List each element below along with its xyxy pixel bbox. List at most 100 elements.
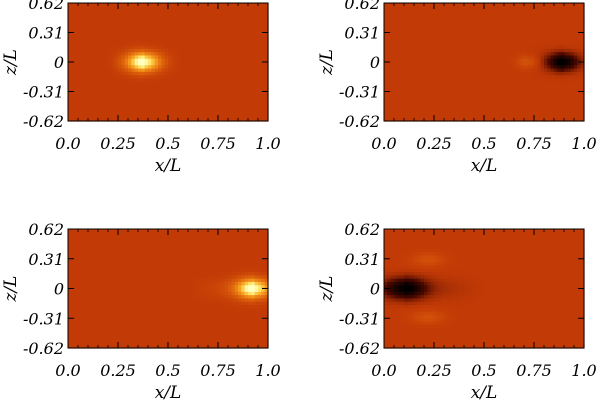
heatmap-cell [494, 58, 498, 63]
heatmap-cell [71, 68, 76, 73]
heatmap-cell [148, 3, 152, 7]
heatmap-cell [497, 62, 502, 66]
heatmap-cell [121, 32, 126, 37]
heatmap-cell [151, 52, 156, 57]
heatmap-cell [131, 71, 136, 76]
heatmap-cell [118, 9, 122, 14]
heatmap-cell [101, 22, 106, 27]
heatmap-cell [464, 91, 468, 96]
heatmap-cell [387, 81, 392, 86]
heatmap-cell [184, 45, 189, 50]
heatmap-cell [470, 75, 475, 79]
heatmap-cell [164, 91, 169, 96]
heatmap-cell [194, 71, 199, 76]
heatmap-cell [114, 252, 119, 257]
heatmap-cell [114, 242, 119, 247]
heatmap-cell [387, 19, 392, 24]
heatmap-cell [181, 9, 186, 14]
heatmap-cell [178, 22, 182, 27]
heatmap-cell [94, 252, 99, 257]
heatmap-cell [78, 42, 82, 47]
heatmap-cell [191, 114, 196, 119]
heatmap-cell [84, 32, 89, 37]
heatmap-cell [94, 91, 99, 96]
heatmap-cell [234, 48, 239, 53]
heatmap-cell [547, 62, 552, 66]
heatmap-cell [171, 75, 176, 79]
heatmap-cell [74, 111, 79, 116]
heatmap-cell [490, 19, 495, 24]
heatmap-cell [424, 75, 428, 79]
heatmap-cell [510, 58, 515, 63]
heatmap-cell [108, 19, 112, 24]
heatmap-cell [184, 29, 189, 34]
heatmap-cell [544, 45, 548, 50]
heatmap-cell [447, 101, 452, 106]
heatmap-cell [164, 101, 169, 106]
heatmap-cell [557, 94, 562, 99]
heatmap-cell [134, 45, 139, 50]
heatmap-cell [430, 39, 435, 43]
heatmap-cell [450, 29, 455, 34]
heatmap-cell [540, 107, 545, 112]
heatmap-cell [577, 35, 582, 40]
heatmap-cell [201, 78, 206, 83]
heatmap-cell [151, 101, 156, 106]
heatmap-cell [111, 308, 116, 313]
heatmap-cell [221, 81, 226, 86]
heatmap-cell [134, 117, 139, 122]
heatmap-cell [414, 45, 418, 50]
heatmap-cell [517, 48, 522, 53]
heatmap-cell [218, 84, 222, 89]
heatmap-cell [407, 45, 412, 50]
heatmap-cell [84, 301, 89, 306]
heatmap-cell [450, 12, 455, 17]
heatmap-cell [480, 78, 485, 83]
heatmap-cell [477, 62, 482, 66]
heatmap-cell [560, 68, 565, 73]
heatmap-cell [241, 35, 246, 40]
heatmap-cell [111, 281, 116, 286]
heatmap-cell [427, 12, 432, 17]
heatmap-cell [510, 65, 515, 70]
heatmap-cell [174, 35, 179, 40]
heatmap-cell [194, 3, 199, 7]
heatmap-cell [494, 42, 498, 47]
heatmap-cell [218, 75, 222, 79]
heatmap-cell [457, 107, 462, 112]
heatmap-cell [414, 68, 418, 73]
heatmap-cell [81, 321, 86, 326]
heatmap-cell [161, 71, 166, 76]
heatmap-cell [121, 45, 126, 50]
heatmap-cell [251, 98, 256, 102]
heatmap-cell [387, 48, 392, 53]
heatmap-cell [400, 75, 405, 79]
heatmap-cell [98, 301, 102, 306]
heatmap-cell [138, 94, 142, 99]
heatmap-cell [178, 32, 182, 37]
heatmap-cell [454, 9, 458, 14]
heatmap-cell [524, 62, 528, 66]
heatmap-cell [420, 75, 425, 79]
heatmap-cell [141, 55, 146, 60]
heatmap-cell [188, 117, 192, 122]
heatmap-cell [450, 16, 455, 20]
heatmap-cell [497, 19, 502, 24]
heatmap-cell [188, 107, 192, 112]
heatmap-cell [174, 81, 179, 86]
heatmap-cell [228, 19, 232, 24]
heatmap-cell [128, 114, 132, 119]
heatmap-cell [88, 9, 92, 14]
heatmap-cell [530, 94, 535, 99]
heatmap-cell [427, 81, 432, 86]
heatmap-cell [98, 281, 102, 286]
heatmap-cell [71, 9, 76, 14]
heatmap-cell [108, 344, 112, 349]
heatmap-cell [94, 48, 99, 53]
heatmap-cell [71, 311, 76, 316]
heatmap-cell [251, 32, 256, 37]
heatmap-cell [241, 91, 246, 96]
heatmap-cell [114, 301, 119, 306]
heatmap-cell [414, 71, 418, 76]
heatmap-cell [88, 68, 92, 73]
